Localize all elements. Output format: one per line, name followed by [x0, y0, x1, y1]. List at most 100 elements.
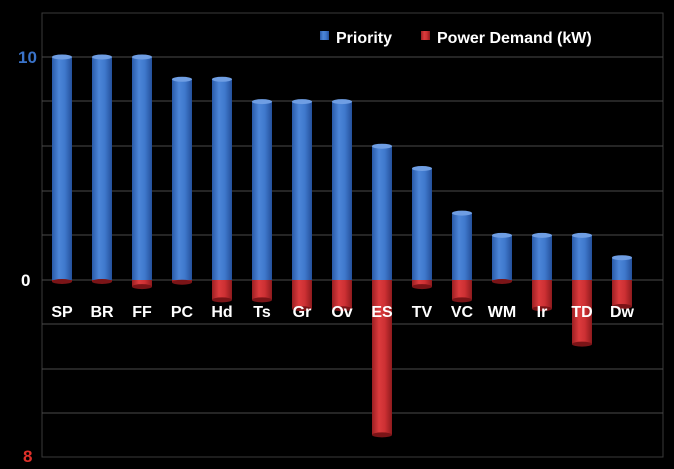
priority-bar-wm: [492, 232, 512, 280]
priority-bar-body: [412, 168, 432, 280]
priority-bar-top: [92, 54, 112, 60]
priority-axis-tick-max: 10: [18, 48, 37, 67]
power-bar-bottom: [212, 297, 232, 303]
category-label: Dw: [610, 304, 635, 321]
power-bar-es: [372, 280, 392, 438]
category-label: Ov: [331, 304, 352, 321]
priority-bar-top: [292, 99, 312, 105]
priority-bar-body: [92, 57, 112, 280]
power-bar-bottom: [532, 306, 552, 312]
power-bar-bottom: [612, 304, 632, 310]
legend-power-demand: Power Demand (kW): [421, 30, 592, 47]
priority-bar-es: [372, 143, 392, 280]
priority-bar-vc: [452, 210, 472, 280]
priority-bar-top: [492, 232, 512, 238]
category-label: WM: [488, 304, 516, 321]
priority-bar-body: [532, 235, 552, 280]
power-bar-ff: [132, 280, 152, 290]
power-bar-body: [252, 280, 272, 300]
category-label: Ts: [253, 304, 271, 321]
power-bar-bottom: [132, 284, 152, 290]
power-bar-bottom: [572, 341, 592, 347]
power-bar-body: [572, 280, 592, 345]
power-bar-hd: [212, 280, 232, 303]
legend-label: Priority: [336, 30, 392, 47]
priority-bar-body: [52, 57, 72, 280]
priority-bar-dw: [612, 255, 632, 280]
priority-bar-ov: [332, 99, 352, 280]
power-bar-bottom: [452, 297, 472, 303]
priority-bar-gr: [292, 99, 312, 280]
power-bar-bottom: [372, 432, 392, 438]
priority-bar-top: [212, 76, 232, 82]
priority-bar-sp: [52, 54, 72, 280]
power-bar-ir: [532, 280, 552, 312]
power-bar-body: [212, 280, 232, 300]
priority-bar-body: [572, 235, 592, 280]
priority-bar-body: [372, 146, 392, 280]
priority-bar-top: [412, 166, 432, 171]
priority-bar-td: [572, 232, 592, 280]
power-bar-body: [332, 280, 352, 309]
priority-bar-body: [332, 101, 352, 280]
power-bar-dw: [612, 280, 632, 310]
category-label: VC: [451, 304, 474, 321]
priority-bar-body: [612, 257, 632, 280]
priority-bar-body: [132, 57, 152, 280]
category-label: TV: [412, 304, 433, 321]
power-bar-bottom: [492, 279, 512, 284]
zero-axis-tick: 0: [21, 271, 30, 290]
priority-bar-body: [212, 79, 232, 280]
category-label: Hd: [211, 304, 232, 321]
priority-bar-top: [532, 232, 552, 238]
power-bar-bottom: [52, 279, 72, 284]
priority-bar-tv: [412, 166, 432, 280]
priority-bar-top: [372, 143, 392, 149]
legend-swatch: [320, 31, 329, 40]
priority-bar-body: [252, 101, 272, 280]
power-bar-body: [532, 280, 552, 309]
power-bar-body: [292, 280, 312, 309]
priority-bar-top: [572, 232, 592, 238]
priority-bar-br: [92, 54, 112, 280]
priority-bar-body: [172, 79, 192, 280]
priority-bar-body: [452, 213, 472, 280]
power-bar-ts: [252, 280, 272, 303]
power-bar-body: [612, 280, 632, 307]
category-label: PC: [171, 304, 194, 321]
power-bar-bottom: [252, 297, 272, 303]
power-bar-bottom: [332, 306, 352, 312]
legend-priority: Priority: [320, 30, 392, 47]
priority-bar-top: [132, 54, 152, 60]
power-bar-ov: [332, 280, 352, 312]
power-bar-body: [132, 280, 152, 287]
power-bar-td: [572, 280, 592, 347]
priority-bar-hd: [212, 76, 232, 280]
power-bar-pc: [172, 279, 192, 285]
power-bar-gr: [292, 280, 312, 312]
priority-bar-top: [252, 99, 272, 105]
priority-bar-top: [52, 54, 72, 60]
power-bar-body: [372, 280, 392, 435]
bars: [52, 54, 632, 438]
power-bar-br: [92, 279, 112, 284]
power-bar-tv: [412, 280, 432, 290]
category-label: SP: [51, 304, 73, 321]
category-label: Ir: [537, 304, 548, 321]
power-bar-body: [412, 280, 432, 287]
category-label: TD: [571, 304, 592, 321]
power-bar-bottom: [92, 279, 112, 284]
priority-bar-body: [292, 101, 312, 280]
priority-bar-top: [452, 210, 472, 216]
category-labels: SP BR FF PC Hd Ts Gr Ov ES TV VC WM Ir TD Dw: [51, 304, 634, 321]
priority-bar-pc: [172, 76, 192, 280]
power-bar-bottom: [292, 306, 312, 312]
category-label: Gr: [293, 304, 312, 321]
legend: Priority Power Demand (kW): [320, 30, 592, 47]
legend-swatch: [421, 31, 430, 40]
priority-bar-top: [332, 99, 352, 105]
priority-bar-top: [172, 76, 192, 82]
legend-label: Power Demand (kW): [437, 30, 592, 47]
power-axis-tick-max: 8: [23, 447, 32, 466]
